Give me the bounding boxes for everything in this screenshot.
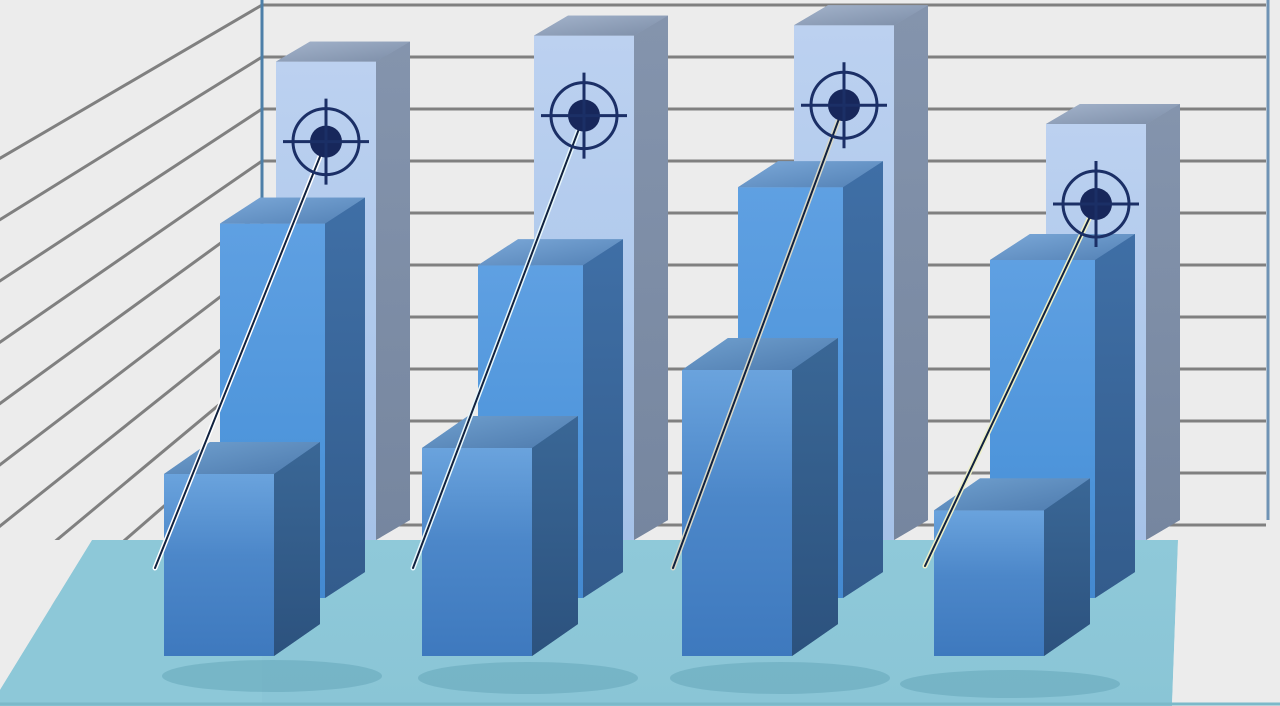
bar-side-face xyxy=(792,338,838,656)
pointer-line-icon-4 xyxy=(922,201,1099,569)
bar-side-face xyxy=(583,239,623,598)
target-crosshair-icon-3[interactable] xyxy=(801,62,887,149)
target-crosshair-icon-4[interactable] xyxy=(1053,161,1139,247)
pointer-line-icon-1 xyxy=(152,139,329,571)
floor-shadows xyxy=(162,660,1120,698)
bar-side-face xyxy=(325,197,365,598)
bar-side-face xyxy=(1044,478,1090,656)
bar-top-face xyxy=(534,15,668,36)
bar-front-1[interactable] xyxy=(164,442,320,656)
pointer-line-icon-3 xyxy=(670,102,847,571)
bar-top-face xyxy=(934,478,1090,511)
bar-top-face xyxy=(990,234,1135,260)
bar-face[interactable] xyxy=(934,510,1044,656)
bar-top-face xyxy=(276,41,410,62)
bar-side-face xyxy=(532,416,578,656)
bar-top-face xyxy=(682,338,838,370)
bar-side-face xyxy=(634,15,668,541)
bar-side-face xyxy=(274,442,320,656)
bar-side-face xyxy=(376,41,410,540)
bar-side-face xyxy=(1146,104,1180,540)
bar-face[interactable] xyxy=(422,448,532,656)
bar-top-face xyxy=(1046,104,1180,124)
bar-side-face xyxy=(843,161,883,598)
bar-top-face xyxy=(220,197,365,224)
bar-front-2[interactable] xyxy=(422,416,578,656)
bar-front-3[interactable] xyxy=(682,338,838,656)
bar-top-face xyxy=(794,5,928,26)
bar-side-face xyxy=(1095,234,1135,598)
target-crosshair-icon-1[interactable] xyxy=(283,98,369,185)
bar-side-face xyxy=(894,5,928,540)
bar-top-face xyxy=(478,239,623,266)
pointer-lines xyxy=(152,102,1099,571)
target-crosshair-icon-2[interactable] xyxy=(541,72,627,159)
bar-front-4[interactable] xyxy=(934,478,1090,656)
pointer-line-icon-2 xyxy=(410,113,587,571)
target-markers xyxy=(283,62,1139,247)
bar-face[interactable] xyxy=(682,370,792,656)
series-front-row xyxy=(164,338,1090,656)
bar-top-face xyxy=(738,161,883,188)
